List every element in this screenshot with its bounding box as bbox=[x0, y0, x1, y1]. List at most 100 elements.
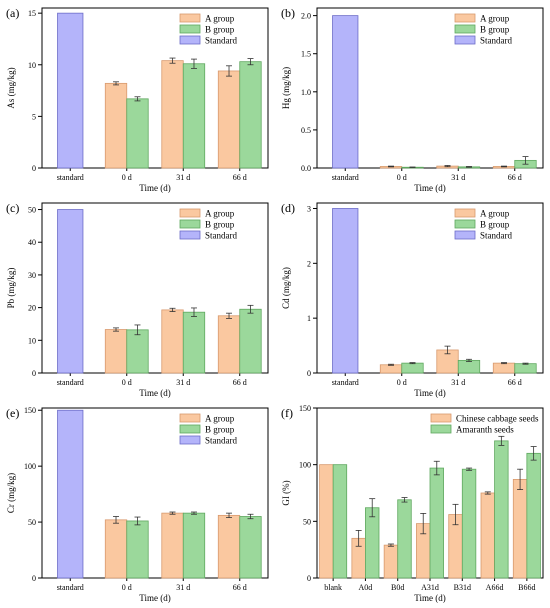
legend-swatch bbox=[179, 24, 201, 34]
bar-amaranth bbox=[526, 452, 541, 579]
y-tick-label: 0 bbox=[307, 369, 311, 378]
bar-a-group bbox=[104, 519, 128, 579]
bar-b-group bbox=[457, 359, 481, 374]
bar-b-group bbox=[182, 63, 206, 169]
x-tick-label: 31 d bbox=[451, 378, 465, 387]
chart-panel-1: 0 5 10 15 As (mg/kg) Time (d) (a) standard 0 d 31… bbox=[6, 6, 269, 193]
legend-swatch bbox=[179, 13, 201, 23]
legend-swatch bbox=[454, 24, 476, 34]
bar-a-group bbox=[217, 315, 241, 374]
x-axis-label: Time (d) bbox=[139, 593, 170, 603]
bar-a-group bbox=[161, 512, 184, 579]
legend-swatch bbox=[179, 435, 201, 445]
y-tick-label: 50 bbox=[28, 518, 36, 527]
legend-swatch bbox=[430, 424, 452, 434]
y-axis-label: GI (%) bbox=[281, 480, 291, 505]
bar-b-group bbox=[126, 329, 149, 374]
y-axis-label: Pb (mg/kg) bbox=[6, 268, 16, 309]
y-tick-label: 150 bbox=[24, 406, 36, 415]
legend-label: Standard bbox=[205, 231, 237, 241]
bar-standard bbox=[332, 15, 359, 169]
legend-swatch bbox=[179, 35, 201, 45]
legend-label: Chinese cabbage seeds bbox=[456, 414, 539, 424]
bar-amaranth bbox=[365, 507, 380, 579]
chart-panel-4: 0 1 2 3 Cd (mg/kg) Time (d) (d) standard 0 d 31 d… bbox=[281, 201, 544, 398]
bar-amaranth bbox=[494, 440, 509, 579]
bar-b-group bbox=[401, 362, 424, 374]
y-tick-label: 10 bbox=[28, 61, 36, 70]
panel-label: (b) bbox=[281, 6, 295, 20]
bar-amaranth bbox=[429, 467, 444, 579]
bar-a-group bbox=[379, 364, 403, 374]
x-tick-label: 66 d bbox=[233, 173, 247, 182]
bar-a-group bbox=[104, 82, 128, 169]
chart-panel-5: 0 50 100 150 Cr (mg/kg) Time (d) (e) standard 0 … bbox=[6, 406, 269, 603]
bar-b-group bbox=[126, 98, 149, 169]
legend-swatch bbox=[179, 219, 201, 229]
legend-swatch bbox=[179, 424, 201, 434]
legend-label: A group bbox=[205, 14, 235, 24]
bar-a-group bbox=[104, 329, 128, 374]
y-tick-label: 150 bbox=[299, 404, 311, 413]
x-tick-label: standard bbox=[332, 378, 359, 387]
legend-label: B group bbox=[205, 220, 235, 230]
bar-amaranth bbox=[461, 468, 477, 579]
legend-swatch bbox=[179, 230, 201, 240]
y-tick-label: 40 bbox=[28, 238, 36, 247]
legend-swatch bbox=[454, 13, 476, 23]
x-tick-label: 66 d bbox=[233, 583, 247, 592]
legend-swatch bbox=[454, 230, 476, 240]
x-tick-label: 66 d bbox=[233, 378, 247, 387]
x-tick-label: B0d bbox=[391, 583, 404, 592]
panel-label: (a) bbox=[6, 6, 19, 20]
x-axis-label: Time (d) bbox=[139, 183, 170, 193]
y-tick-label: 50 bbox=[303, 517, 311, 526]
y-tick-label: 100 bbox=[24, 462, 36, 471]
panel-label: (e) bbox=[6, 406, 19, 420]
x-tick-label: 31 d bbox=[451, 173, 465, 182]
x-axis-label: Time (d) bbox=[414, 183, 445, 193]
x-tick-label: standard bbox=[332, 173, 359, 182]
plot-frame bbox=[316, 202, 544, 374]
x-tick-label: 66 d bbox=[508, 173, 522, 182]
bar-b-group bbox=[239, 308, 262, 374]
x-tick-label: standard bbox=[57, 583, 84, 592]
x-axis-label: Time (d) bbox=[139, 388, 170, 398]
legend-swatch bbox=[454, 35, 476, 45]
y-tick-label: 10 bbox=[28, 336, 36, 345]
bar-standard bbox=[57, 209, 84, 374]
y-axis-label: Hg (mg/kg) bbox=[281, 67, 291, 109]
legend-label: A group bbox=[480, 14, 510, 24]
chart-panel-6: 0 50 100 150 GI (%) Time (d) (f) blank A0d B0d A31… bbox=[281, 404, 544, 603]
y-tick-label: 15 bbox=[28, 9, 36, 18]
bar-a-group bbox=[161, 309, 184, 374]
bar-standard bbox=[57, 12, 84, 169]
bar-b-group bbox=[514, 363, 537, 374]
legend-label: Standard bbox=[480, 231, 512, 241]
y-tick-label: 3 bbox=[307, 204, 311, 213]
legend-swatch bbox=[454, 219, 476, 229]
legend-label: B group bbox=[480, 220, 510, 230]
bar-amaranth bbox=[332, 464, 348, 579]
legend-label: A group bbox=[480, 209, 510, 219]
x-tick-label: standard bbox=[57, 173, 84, 182]
x-tick-label: 31 d bbox=[176, 173, 190, 182]
x-tick-label: 31 d bbox=[176, 583, 190, 592]
y-tick-label: 1.5 bbox=[301, 50, 311, 59]
plot-frame bbox=[41, 7, 269, 169]
legend-label: Standard bbox=[205, 36, 237, 46]
plot-frame bbox=[316, 7, 544, 169]
y-tick-label: 1 bbox=[307, 314, 311, 323]
x-tick-label: 0 d bbox=[397, 173, 407, 182]
x-tick-label: 0 d bbox=[397, 378, 407, 387]
chart-panel-3: 0 10 20 30 40 50 Pb (mg/kg) Time (d) (c) standard… bbox=[6, 201, 269, 398]
chart-panel-2: 0.0 0.5 1.0 1.5 2.0 Hg (mg/kg) Time (d) (b) stan… bbox=[281, 6, 544, 193]
legend-label: Amaranth seeds bbox=[456, 425, 514, 435]
y-tick-label: 1.0 bbox=[301, 88, 311, 97]
x-tick-label: 0 d bbox=[122, 378, 132, 387]
x-tick-label: 0 d bbox=[122, 583, 132, 592]
